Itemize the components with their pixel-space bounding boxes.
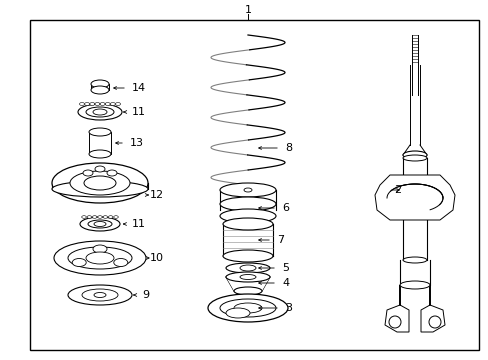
Text: 11: 11 <box>132 107 146 117</box>
Ellipse shape <box>88 220 112 228</box>
Ellipse shape <box>234 287 262 295</box>
Ellipse shape <box>428 316 440 328</box>
Ellipse shape <box>83 170 93 176</box>
Ellipse shape <box>91 80 109 88</box>
Ellipse shape <box>225 308 249 318</box>
Ellipse shape <box>52 181 148 197</box>
Text: 1: 1 <box>244 5 251 15</box>
Ellipse shape <box>94 221 106 226</box>
Polygon shape <box>374 175 454 220</box>
Ellipse shape <box>402 257 426 263</box>
Text: 7: 7 <box>276 235 284 245</box>
Text: 6: 6 <box>282 203 288 213</box>
Ellipse shape <box>98 216 102 218</box>
Text: 8: 8 <box>285 143 291 153</box>
Ellipse shape <box>105 103 110 105</box>
Ellipse shape <box>399 281 429 289</box>
Ellipse shape <box>402 155 426 161</box>
Ellipse shape <box>103 216 107 218</box>
Text: 13: 13 <box>130 138 143 148</box>
Ellipse shape <box>220 299 275 317</box>
Ellipse shape <box>234 303 262 313</box>
Ellipse shape <box>86 107 114 117</box>
Ellipse shape <box>223 218 272 230</box>
Text: 3: 3 <box>285 303 291 313</box>
Text: 4: 4 <box>282 278 288 288</box>
Ellipse shape <box>90 103 95 105</box>
Ellipse shape <box>81 216 86 218</box>
Ellipse shape <box>82 289 118 301</box>
Ellipse shape <box>68 285 132 305</box>
Text: 14: 14 <box>132 83 146 93</box>
Ellipse shape <box>223 250 272 262</box>
Ellipse shape <box>107 170 117 176</box>
Ellipse shape <box>244 188 251 192</box>
Ellipse shape <box>84 103 89 105</box>
Text: 10: 10 <box>150 253 163 263</box>
Ellipse shape <box>240 265 256 271</box>
Ellipse shape <box>220 209 275 223</box>
Ellipse shape <box>89 128 111 136</box>
Ellipse shape <box>86 252 114 264</box>
Ellipse shape <box>80 103 84 105</box>
Ellipse shape <box>388 316 400 328</box>
Ellipse shape <box>402 151 426 159</box>
Ellipse shape <box>87 216 91 218</box>
Ellipse shape <box>68 247 132 269</box>
Polygon shape <box>225 277 269 291</box>
Ellipse shape <box>93 245 107 253</box>
Ellipse shape <box>220 197 275 211</box>
Ellipse shape <box>89 150 111 158</box>
Text: 9: 9 <box>142 290 149 300</box>
Ellipse shape <box>108 216 113 218</box>
Ellipse shape <box>225 272 269 282</box>
Ellipse shape <box>115 103 120 105</box>
Text: 12: 12 <box>150 190 164 200</box>
Text: 11: 11 <box>132 219 146 229</box>
Text: 2: 2 <box>393 185 400 195</box>
Ellipse shape <box>91 86 109 94</box>
Bar <box>89 132 111 154</box>
Ellipse shape <box>54 241 146 275</box>
Ellipse shape <box>95 166 105 172</box>
Polygon shape <box>420 285 444 332</box>
Ellipse shape <box>93 109 107 115</box>
Ellipse shape <box>95 103 100 105</box>
Ellipse shape <box>84 176 116 190</box>
Polygon shape <box>384 285 408 332</box>
Ellipse shape <box>114 216 118 218</box>
Ellipse shape <box>80 217 120 231</box>
Ellipse shape <box>72 258 86 266</box>
Ellipse shape <box>70 171 130 195</box>
Ellipse shape <box>94 292 106 297</box>
Ellipse shape <box>114 258 127 266</box>
Ellipse shape <box>110 103 115 105</box>
Text: 5: 5 <box>282 263 288 273</box>
Ellipse shape <box>207 294 287 322</box>
Ellipse shape <box>220 183 275 197</box>
Ellipse shape <box>78 104 122 120</box>
Ellipse shape <box>240 274 256 279</box>
Ellipse shape <box>52 163 148 203</box>
Ellipse shape <box>225 263 269 273</box>
Ellipse shape <box>92 216 97 218</box>
Ellipse shape <box>100 103 105 105</box>
